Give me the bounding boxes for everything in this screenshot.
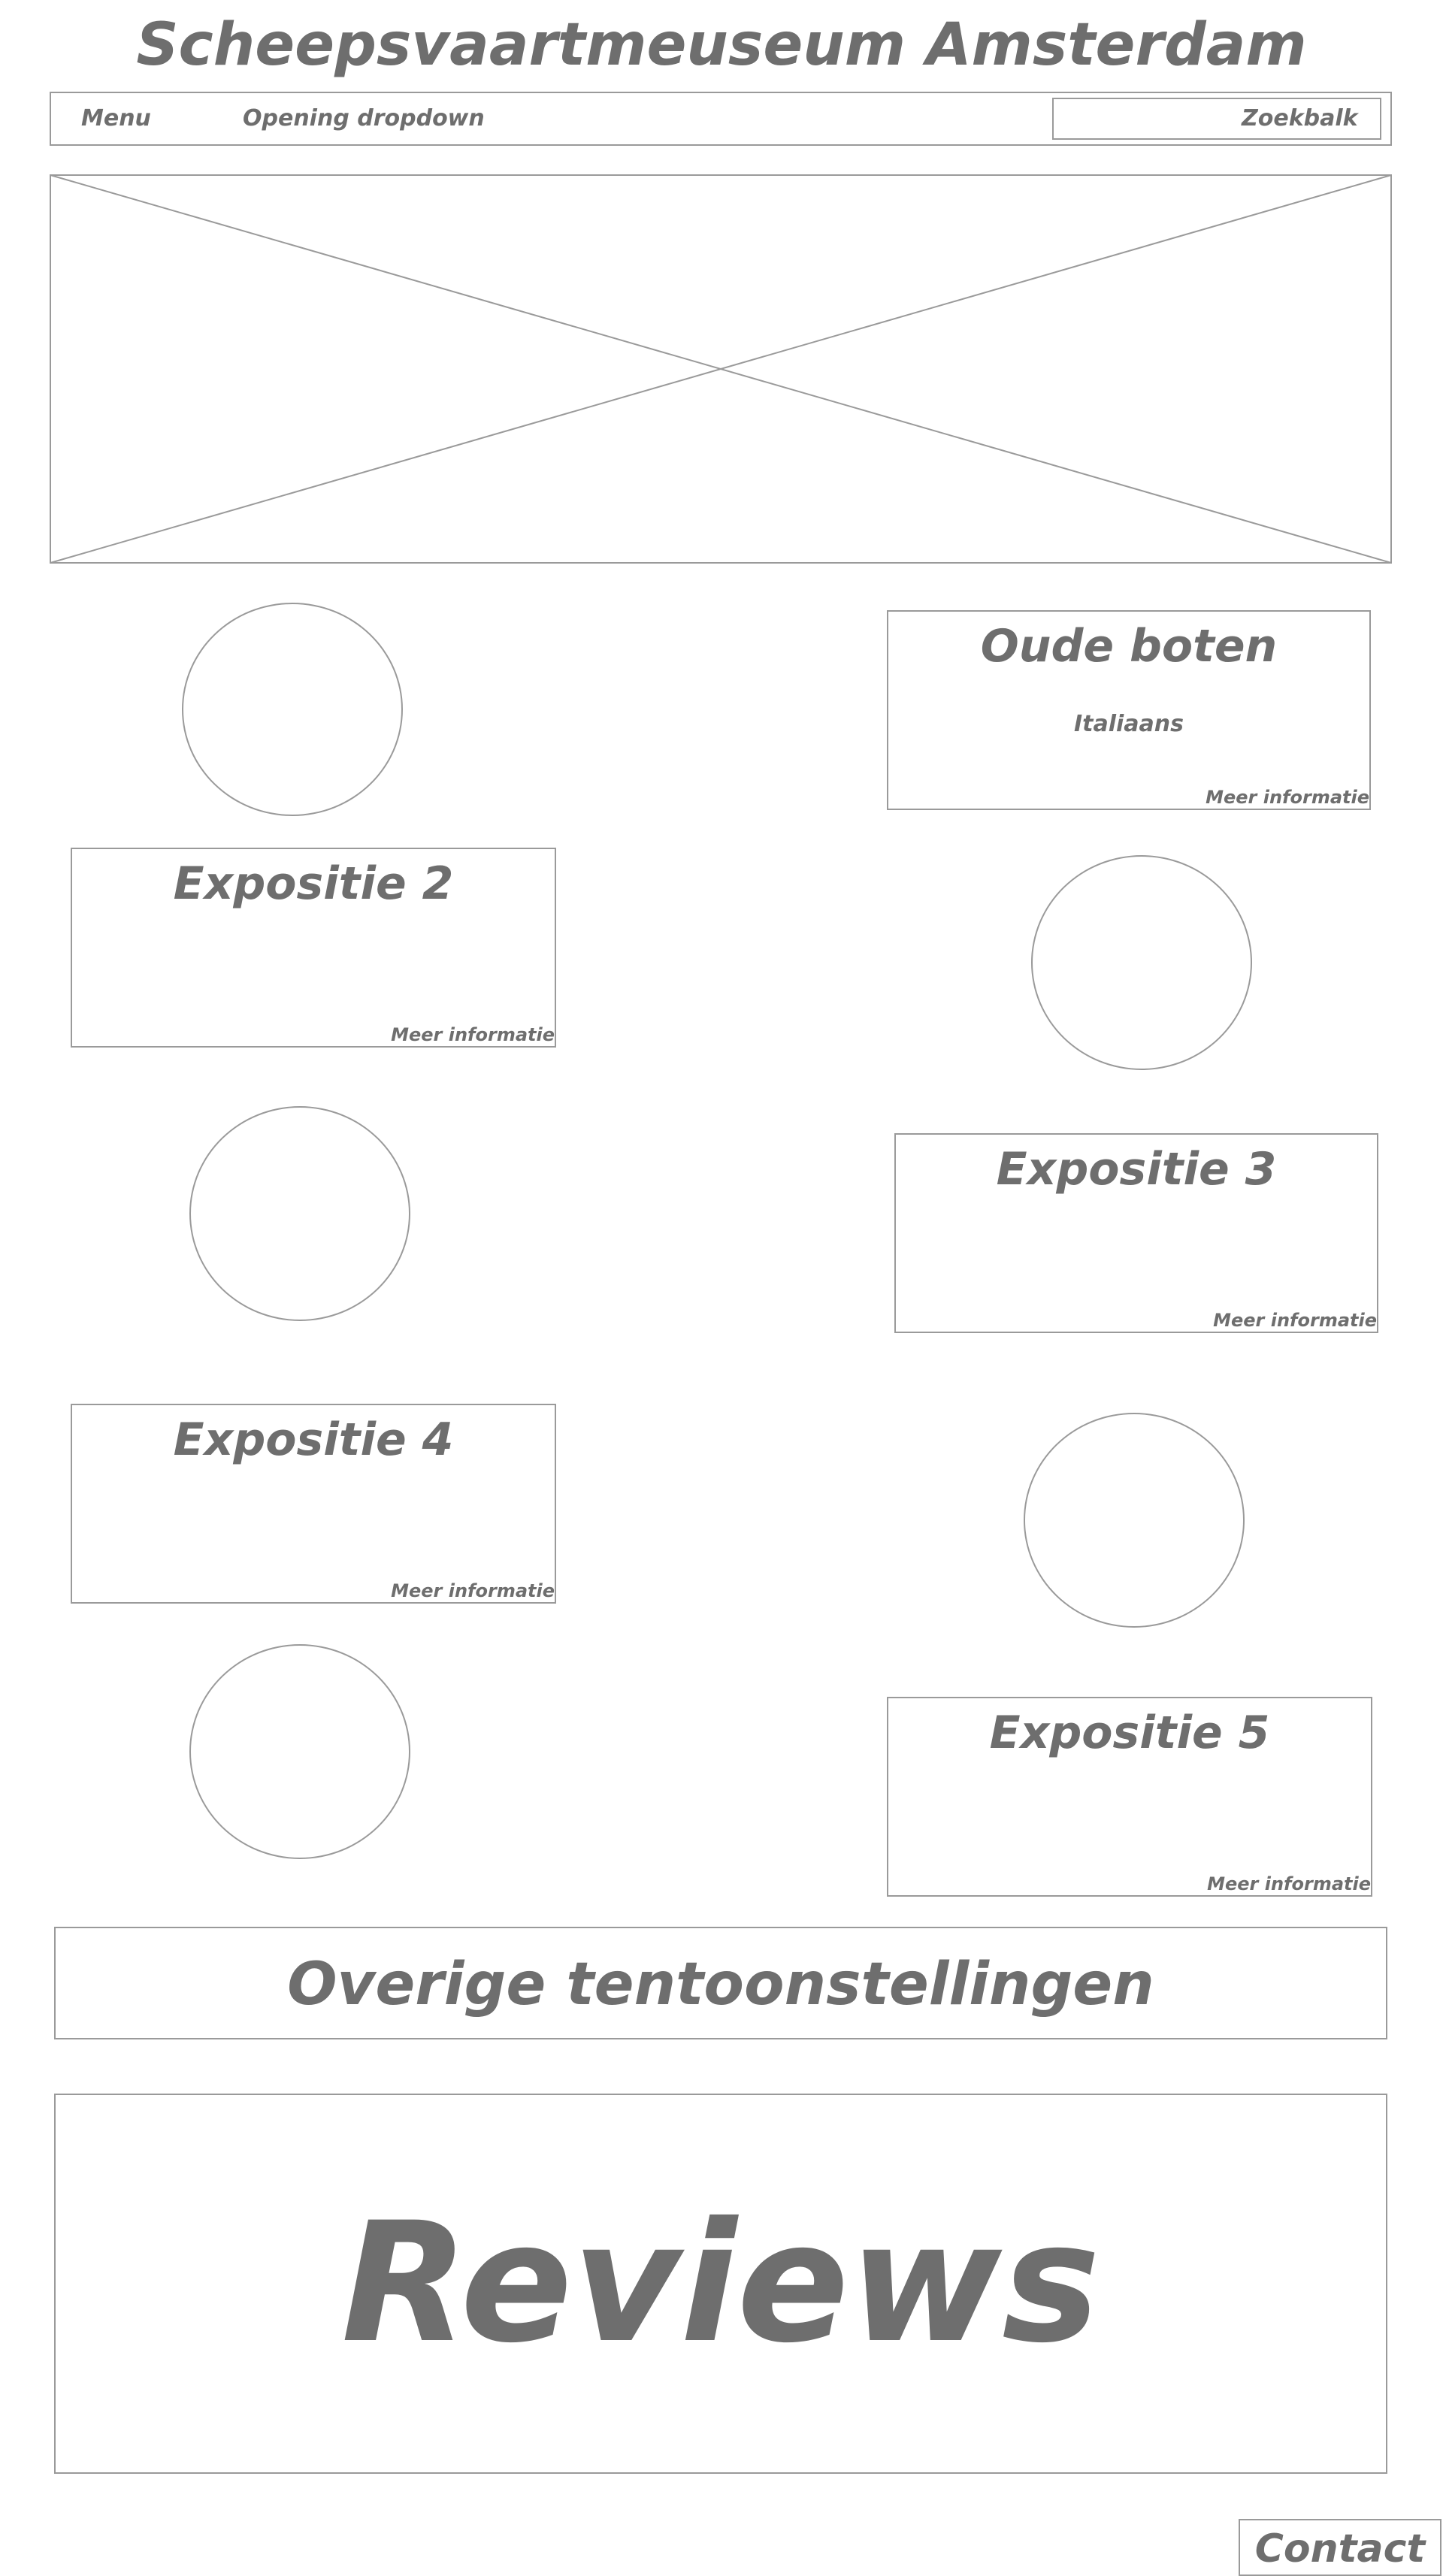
exposition-image-circle [1024,1413,1245,1628]
exposition-title: Expositie 3 [996,1143,1277,1196]
menu-button[interactable]: Menu [81,105,151,132]
meer-informatie-link[interactable]: Meer informatie [1206,787,1369,808]
exposition-image-circle [189,1644,410,1859]
exposition-card: Expositie 5 Meer informatie [887,1697,1372,1897]
meer-informatie-link[interactable]: Meer informatie [391,1024,555,1045]
exposition-image-circle [189,1106,410,1321]
exposition-title: Expositie 4 [173,1413,454,1466]
page-title: Scheepsvaartmeuseum Amsterdam [136,11,1307,79]
exposition-card: Expositie 2 Meer informatie [71,848,556,1048]
search-placeholder: Zoekbalk [1242,105,1358,132]
meer-informatie-link[interactable]: Meer informatie [1213,1310,1377,1331]
reviews-section: Reviews [54,2094,1387,2474]
contact-button[interactable]: Contact [1239,2519,1441,2576]
other-exhibitions-button[interactable]: Overige tentoonstellingen [54,1927,1387,2039]
meer-informatie-link[interactable]: Meer informatie [391,1580,555,1601]
exposition-subtitle: Italiaans [1073,711,1184,737]
exposition-card: Oude boten Italiaans Meer informatie [887,610,1371,810]
exposition-card: Expositie 4 Meer informatie [71,1404,556,1604]
reviews-heading: Reviews [341,2187,1100,2379]
hero-image-placeholder [50,174,1392,564]
exposition-card: Expositie 3 Meer informatie [894,1133,1378,1333]
exposition-title: Expositie 5 [989,1707,1270,1759]
exposition-title: Expositie 2 [173,857,454,910]
search-input[interactable]: Zoekbalk [1052,98,1381,140]
exposition-title: Oude boten [980,620,1278,673]
other-exhibitions-label: Overige tentoonstellingen [287,1951,1154,2018]
opening-dropdown[interactable]: Opening dropdown [243,105,485,132]
exposition-image-circle [1031,855,1252,1070]
exposition-image-circle [182,603,403,816]
meer-informatie-link[interactable]: Meer informatie [1207,1873,1371,1894]
nav-bar: Menu Opening dropdown Zoekbalk [50,92,1392,146]
contact-label: Contact [1254,2526,1426,2571]
